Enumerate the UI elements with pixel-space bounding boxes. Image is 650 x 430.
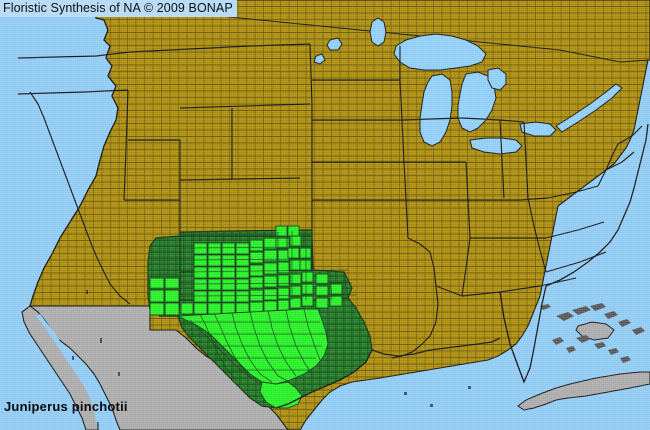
gulf-of-california [36,314,104,422]
lake-superior [393,33,487,71]
coastline-outline [29,0,649,409]
bahamas-islands [540,303,645,363]
lake-michigan [419,73,453,147]
georgian-bay [487,67,507,91]
species-name-caption: Juniperus pinchotii [4,399,128,414]
cuba [517,371,650,411]
lake-erie [469,137,523,155]
lake-small-northwest [313,53,326,65]
lake-winnipeg [369,17,387,47]
ocean-speckles [72,290,471,407]
county-lines-present-state [150,230,357,316]
map-title-text: Floristic Synthesis of NA © 2009 BONAP [3,1,233,15]
lake-small-north [326,37,343,51]
map-title-band: Floristic Synthesis of NA © 2009 BONAP [0,0,237,17]
st-lawrence-river [555,83,623,133]
mexico-landmass [29,305,289,430]
county-lines-present [180,308,326,385]
